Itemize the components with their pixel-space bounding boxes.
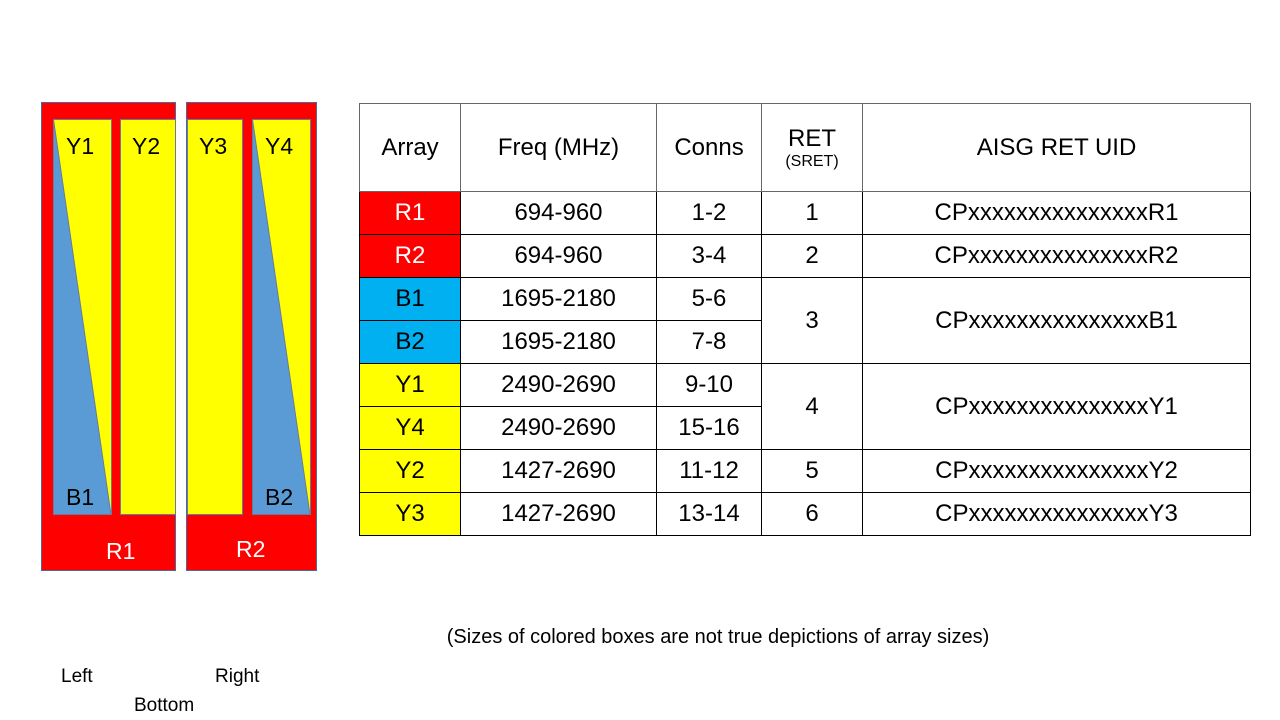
cell-freq: 1695-2180 [460,277,657,321]
cell-array: R2 [359,234,461,278]
label-b2: B2 [265,484,294,510]
cell-freq: 694-960 [460,191,657,235]
cell-freq: 1427-2690 [460,449,657,493]
cell-ret: 5 [761,449,863,493]
header-ret: RET (SRET) [761,103,863,192]
table-row: Y1 2490-2690 9-10 4 CPxxxxxxxxxxxxxxxY1 [359,363,1251,450]
cell-conns: 1-2 [656,191,762,235]
cell-conns: 15-16 [656,406,762,450]
cell-ret: 4 [761,363,863,450]
cell-conns: 3-4 [656,234,762,278]
cell-array: B2 [359,320,461,364]
label-r2: R2 [236,536,266,562]
cell-uid: CPxxxxxxxxxxxxxxxB1 [862,277,1251,364]
cell-ret: 1 [761,191,863,235]
array-y4-b2 [252,119,311,515]
cell-array: Y4 [359,406,461,450]
cell-uid: CPxxxxxxxxxxxxxxxY3 [862,492,1251,536]
array-y3 [187,119,243,515]
cell-array: B1 [359,277,461,321]
cell-array: Y2 [359,449,461,493]
label-y2: Y2 [132,133,161,159]
cell-ret: 6 [761,492,863,536]
label-y1: Y1 [66,133,95,159]
cell-conns: 13-14 [656,492,762,536]
header-conns: Conns [656,103,762,192]
cell-freq: 2490-2690 [460,363,657,407]
cell-uid: CPxxxxxxxxxxxxxxxY2 [862,449,1251,493]
orientation-right: Right [215,666,260,687]
cell-freq: 1427-2690 [460,492,657,536]
orientation-bottom: Bottom [134,695,195,716]
cell-freq: 1695-2180 [460,320,657,364]
label-y4: Y4 [265,133,294,159]
cell-ret: 3 [761,277,863,364]
orientation-left: Left [61,666,93,687]
table-row: Y4 2490-2690 15-16 [359,406,1251,450]
cell-array: Y1 [359,363,461,407]
label-r1: R1 [106,538,136,564]
cell-freq: 2490-2690 [460,406,657,450]
table-row: B1 1695-2180 5-6 3 CPxxxxxxxxxxxxxxxB1 [359,277,1251,364]
cell-array: R1 [359,191,461,235]
header-ret-sub: (SRET) [785,152,839,170]
table-row: Y2 1427-2690 11-12 5 CPxxxxxxxxxxxxxxxY2 [359,449,1251,493]
cell-conns: 9-10 [656,363,762,407]
cell-conns: 11-12 [656,449,762,493]
cell-array: Y3 [359,492,461,536]
array-y1-b1 [53,119,112,515]
size-disclaimer-note: (Sizes of colored boxes are not true dep… [446,626,990,648]
cell-uid: CPxxxxxxxxxxxxxxxY1 [862,363,1251,450]
header-ret-label: RET [788,124,836,152]
cell-uid: CPxxxxxxxxxxxxxxxR1 [862,191,1251,235]
table-row: Y3 1427-2690 13-14 6 CPxxxxxxxxxxxxxxxY3 [359,492,1251,536]
table-header-row: Array Freq (MHz) Conns RET (SRET) AISG RE… [359,103,1251,192]
table-row: R1 694-960 1-2 1 CPxxxxxxxxxxxxxxxR1 [359,191,1251,235]
table-row: B2 1695-2180 7-8 [359,320,1251,364]
cell-uid: CPxxxxxxxxxxxxxxxR2 [862,234,1251,278]
label-b1: B1 [66,484,95,510]
label-y3: Y3 [199,133,228,159]
array-table: Array Freq (MHz) Conns RET (SRET) AISG RE… [359,103,1251,536]
cell-freq: 694-960 [460,234,657,278]
cell-ret: 2 [761,234,863,278]
cell-conns: 5-6 [656,277,762,321]
header-array: Array [359,103,461,192]
table-row: R2 694-960 3-4 2 CPxxxxxxxxxxxxxxxR2 [359,234,1251,278]
header-uid: AISG RET UID [862,103,1251,192]
cell-conns: 7-8 [656,320,762,364]
array-y2 [120,119,176,515]
header-freq: Freq (MHz) [460,103,657,192]
